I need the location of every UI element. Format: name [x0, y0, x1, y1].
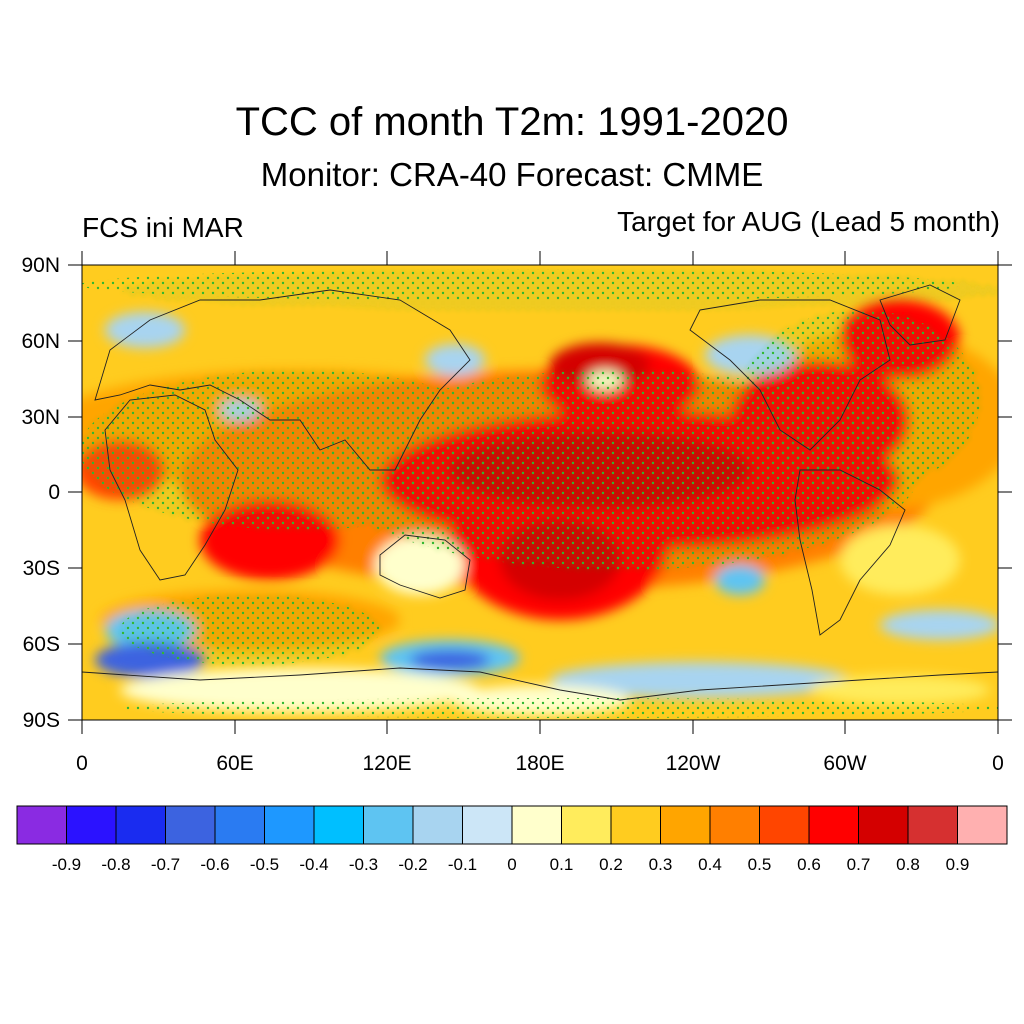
colorbar-swatch	[957, 805, 1008, 845]
colorbar-swatch	[610, 805, 661, 845]
lon-label: 120W	[665, 752, 721, 775]
colorbar-tick-label: -0.6	[200, 855, 230, 874]
colorbar-swatch	[660, 805, 711, 845]
colorbar-swatch	[264, 805, 315, 845]
lon-label: 60E	[216, 752, 254, 775]
colorbar	[16, 805, 1008, 845]
coastlines	[82, 284, 998, 701]
colorbar-swatch	[907, 805, 958, 845]
colorbar-tick-label: 0	[507, 855, 517, 874]
colorbar-tick-label: -0.2	[398, 855, 428, 874]
colorbar-tick-label: 0.4	[698, 855, 722, 874]
colorbar-swatch	[709, 805, 760, 845]
colorbar-tick-label: -0.3	[348, 855, 379, 874]
colorbar-swatch	[214, 805, 265, 845]
colorbar-swatch	[462, 805, 513, 845]
correlation-field	[82, 265, 998, 720]
colorbar-swatch	[412, 805, 463, 845]
init-label: FCS ini MAR	[82, 212, 244, 243]
colorbar-tick-label: 0.1	[549, 855, 574, 874]
colorbar-tick-label: 0.9	[945, 855, 970, 874]
lon-label: 180E	[515, 752, 565, 775]
target-label: Target for AUG (Lead 5 month)	[617, 206, 1000, 237]
colorbar-swatch	[759, 805, 810, 845]
map-title: TCC of month T2m: 1991-2020	[235, 100, 789, 144]
colorbar-tick-label: -0.9	[51, 855, 82, 874]
lat-label: 0	[48, 481, 60, 504]
colorbar-tick-label: -0.4	[299, 855, 329, 874]
lat-label: 30S	[22, 557, 60, 580]
colorbar-tick-label: 0.8	[896, 855, 920, 874]
lon-label: 0	[76, 752, 88, 775]
colorbar-tick-label: -0.1	[447, 855, 478, 874]
colorbar-swatch	[115, 805, 166, 845]
colorbar-swatch	[808, 805, 859, 845]
lat-label: 30N	[21, 406, 60, 429]
colorbar-tick-label: -0.7	[150, 855, 181, 874]
lat-label: 60S	[22, 633, 60, 656]
axis-ticks	[68, 251, 1012, 734]
colorbar-tick-label: 0.7	[846, 855, 871, 874]
colorbar-swatch	[16, 805, 67, 845]
lon-label: 0	[992, 752, 1004, 775]
colorbar-swatch	[561, 805, 612, 845]
significance-stipple-dots	[82, 269, 998, 718]
lat-label: 90N	[21, 254, 60, 277]
lat-label: 60N	[21, 330, 60, 353]
colorbar-swatch	[313, 805, 364, 845]
colorbar-swatch	[165, 805, 216, 845]
map-subtitle: Monitor: CRA-40 Forecast: CMME	[260, 156, 764, 193]
lon-label: 120E	[362, 752, 412, 775]
lat-label: 90S	[22, 709, 60, 732]
colorbar-swatch	[858, 805, 909, 845]
colorbar-swatch	[511, 805, 562, 845]
colorbar-swatch	[66, 805, 117, 845]
colorbar-tick-label: 0.3	[648, 855, 673, 874]
colorbar-tick-label: 0.6	[797, 855, 821, 874]
colorbar-tick-label: 0.5	[747, 855, 772, 874]
lon-label: 60W	[823, 752, 867, 775]
colorbar-swatch	[363, 805, 414, 845]
colorbar-tick-label: -0.5	[249, 855, 280, 874]
colorbar-tick-label: -0.8	[101, 855, 131, 874]
colorbar-tick-label: 0.2	[599, 855, 623, 874]
